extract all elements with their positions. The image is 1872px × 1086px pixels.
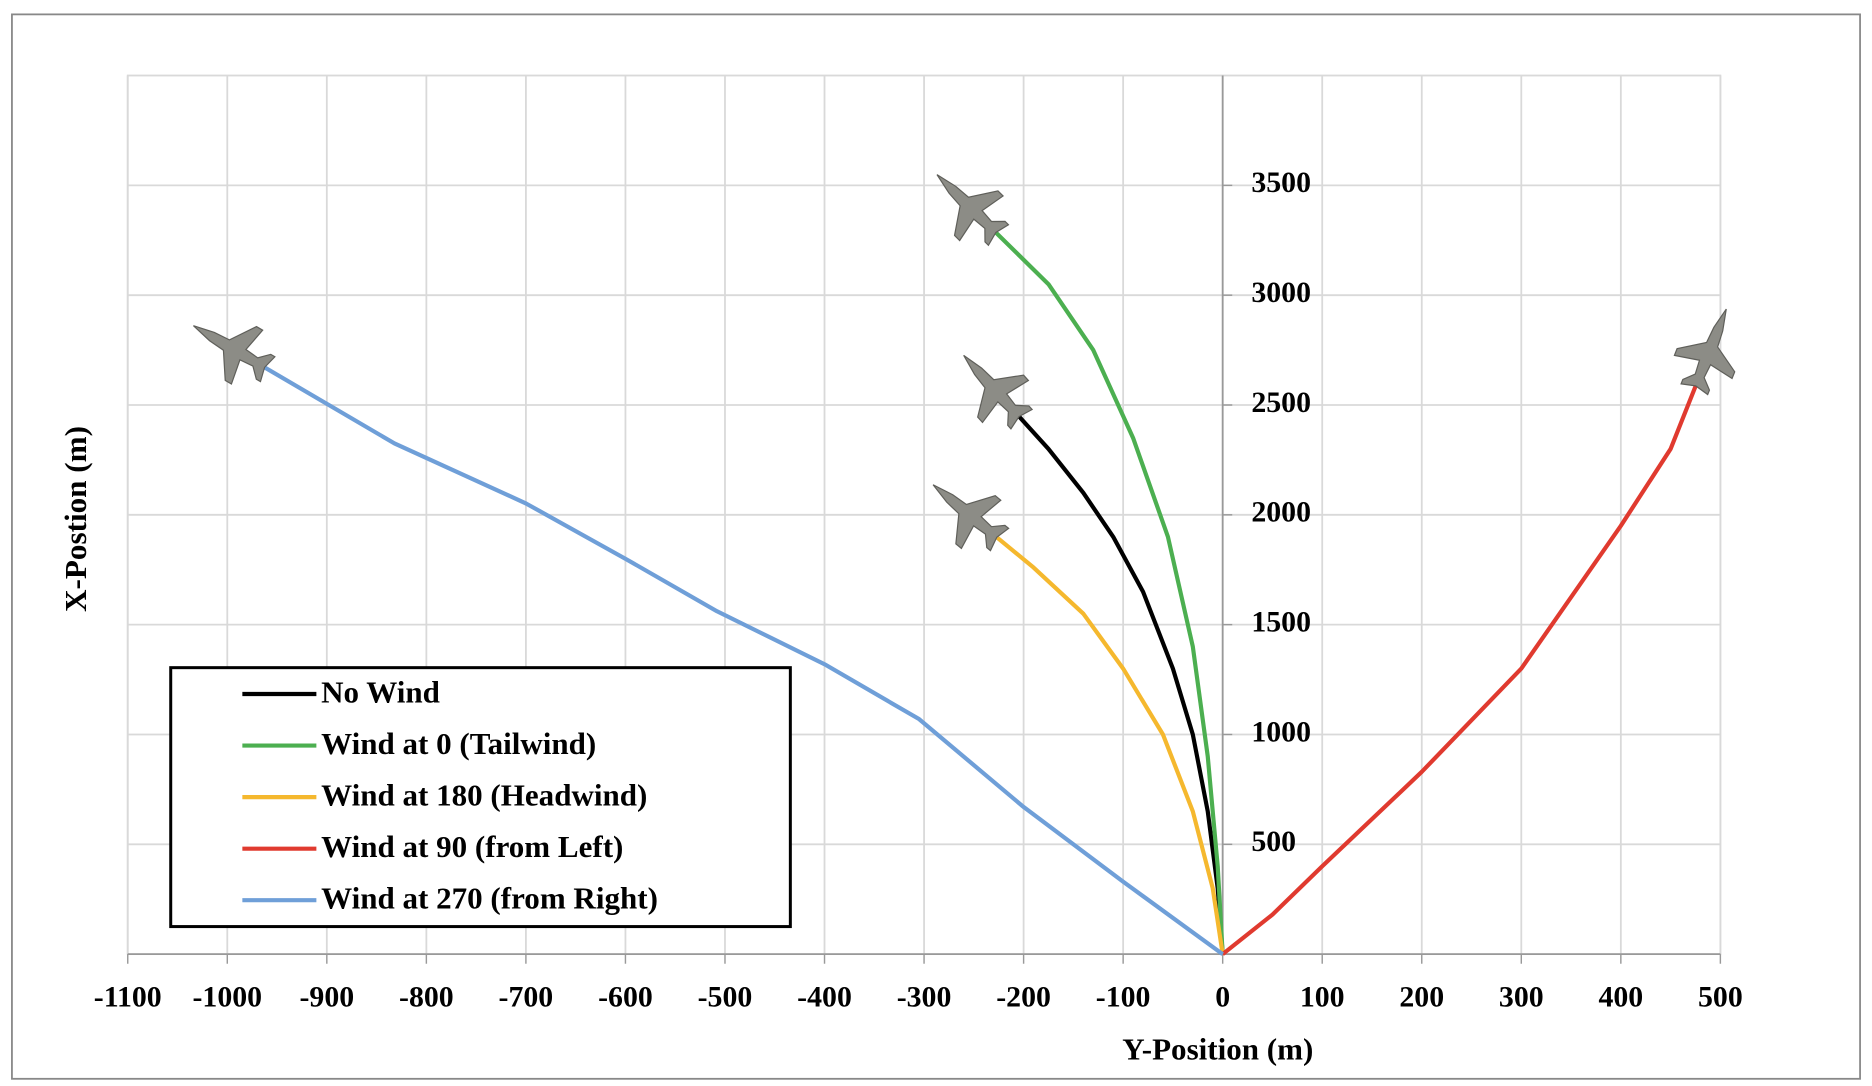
y-tick-label: 500 [1251, 825, 1296, 858]
planes [193, 174, 1736, 552]
y-tick-label: 2500 [1251, 386, 1311, 419]
x-tick-label: 0 [1215, 981, 1230, 1014]
x-tick-label: -400 [797, 981, 852, 1014]
x-axis-title: Y-Position (m) [1122, 1032, 1313, 1067]
legend-label: Wind at 0 (Tailwind) [321, 726, 596, 761]
legend: No Wind Wind at 0 (Tailwind) Wind at 180 (… [169, 666, 792, 929]
x-tick-label: 300 [1499, 981, 1544, 1014]
y-tick-label: 3000 [1251, 276, 1311, 309]
x-tick-label: -700 [499, 981, 554, 1014]
series-line [983, 525, 1225, 955]
x-tick-label: 100 [1300, 981, 1345, 1014]
y-tick-label: 1500 [1251, 605, 1311, 638]
aircraft-icon [963, 354, 1034, 430]
series-line [1007, 403, 1225, 955]
y-tick-label: 2000 [1251, 496, 1311, 529]
series-line [1221, 370, 1704, 956]
x-tick-label: 400 [1598, 981, 1643, 1014]
x-tick-label: -100 [1096, 981, 1151, 1014]
x-tick-label: -300 [897, 981, 952, 1014]
aircraft-icon [932, 484, 1010, 552]
x-tick-label: 500 [1698, 981, 1743, 1014]
series-line [983, 220, 1225, 955]
y-tick-label: 3500 [1251, 166, 1311, 199]
x-tick-label: -900 [299, 981, 354, 1014]
aircraft-icon [936, 174, 1010, 247]
legend-label: No Wind [321, 674, 440, 709]
x-tick-label: -600 [598, 981, 653, 1014]
x-tick-label: -1000 [192, 981, 262, 1014]
y-tick-label: 1000 [1251, 715, 1311, 748]
x-tick-label: -200 [996, 981, 1051, 1014]
legend-label: Wind at 90 (from Left) [321, 829, 623, 864]
y-axis-title: X-Postion (m) [58, 426, 93, 612]
x-tick-label: 200 [1399, 981, 1444, 1014]
legend-label: Wind at 180 (Headwind) [321, 777, 647, 812]
aircraft-icon [193, 325, 276, 385]
lines [250, 220, 1704, 956]
x-tick-label: -800 [399, 981, 454, 1014]
x-tick-label: -500 [698, 981, 753, 1014]
grid: -1100 -1000 -900 -800 -700 -600 -500 -400 -300 -2… [94, 74, 1743, 1014]
legend-label: Wind at 270 (from Right) [321, 881, 658, 916]
aircraft-icon [1673, 308, 1736, 396]
series-line [250, 357, 1224, 956]
x-tick-label: -1100 [94, 981, 162, 1014]
